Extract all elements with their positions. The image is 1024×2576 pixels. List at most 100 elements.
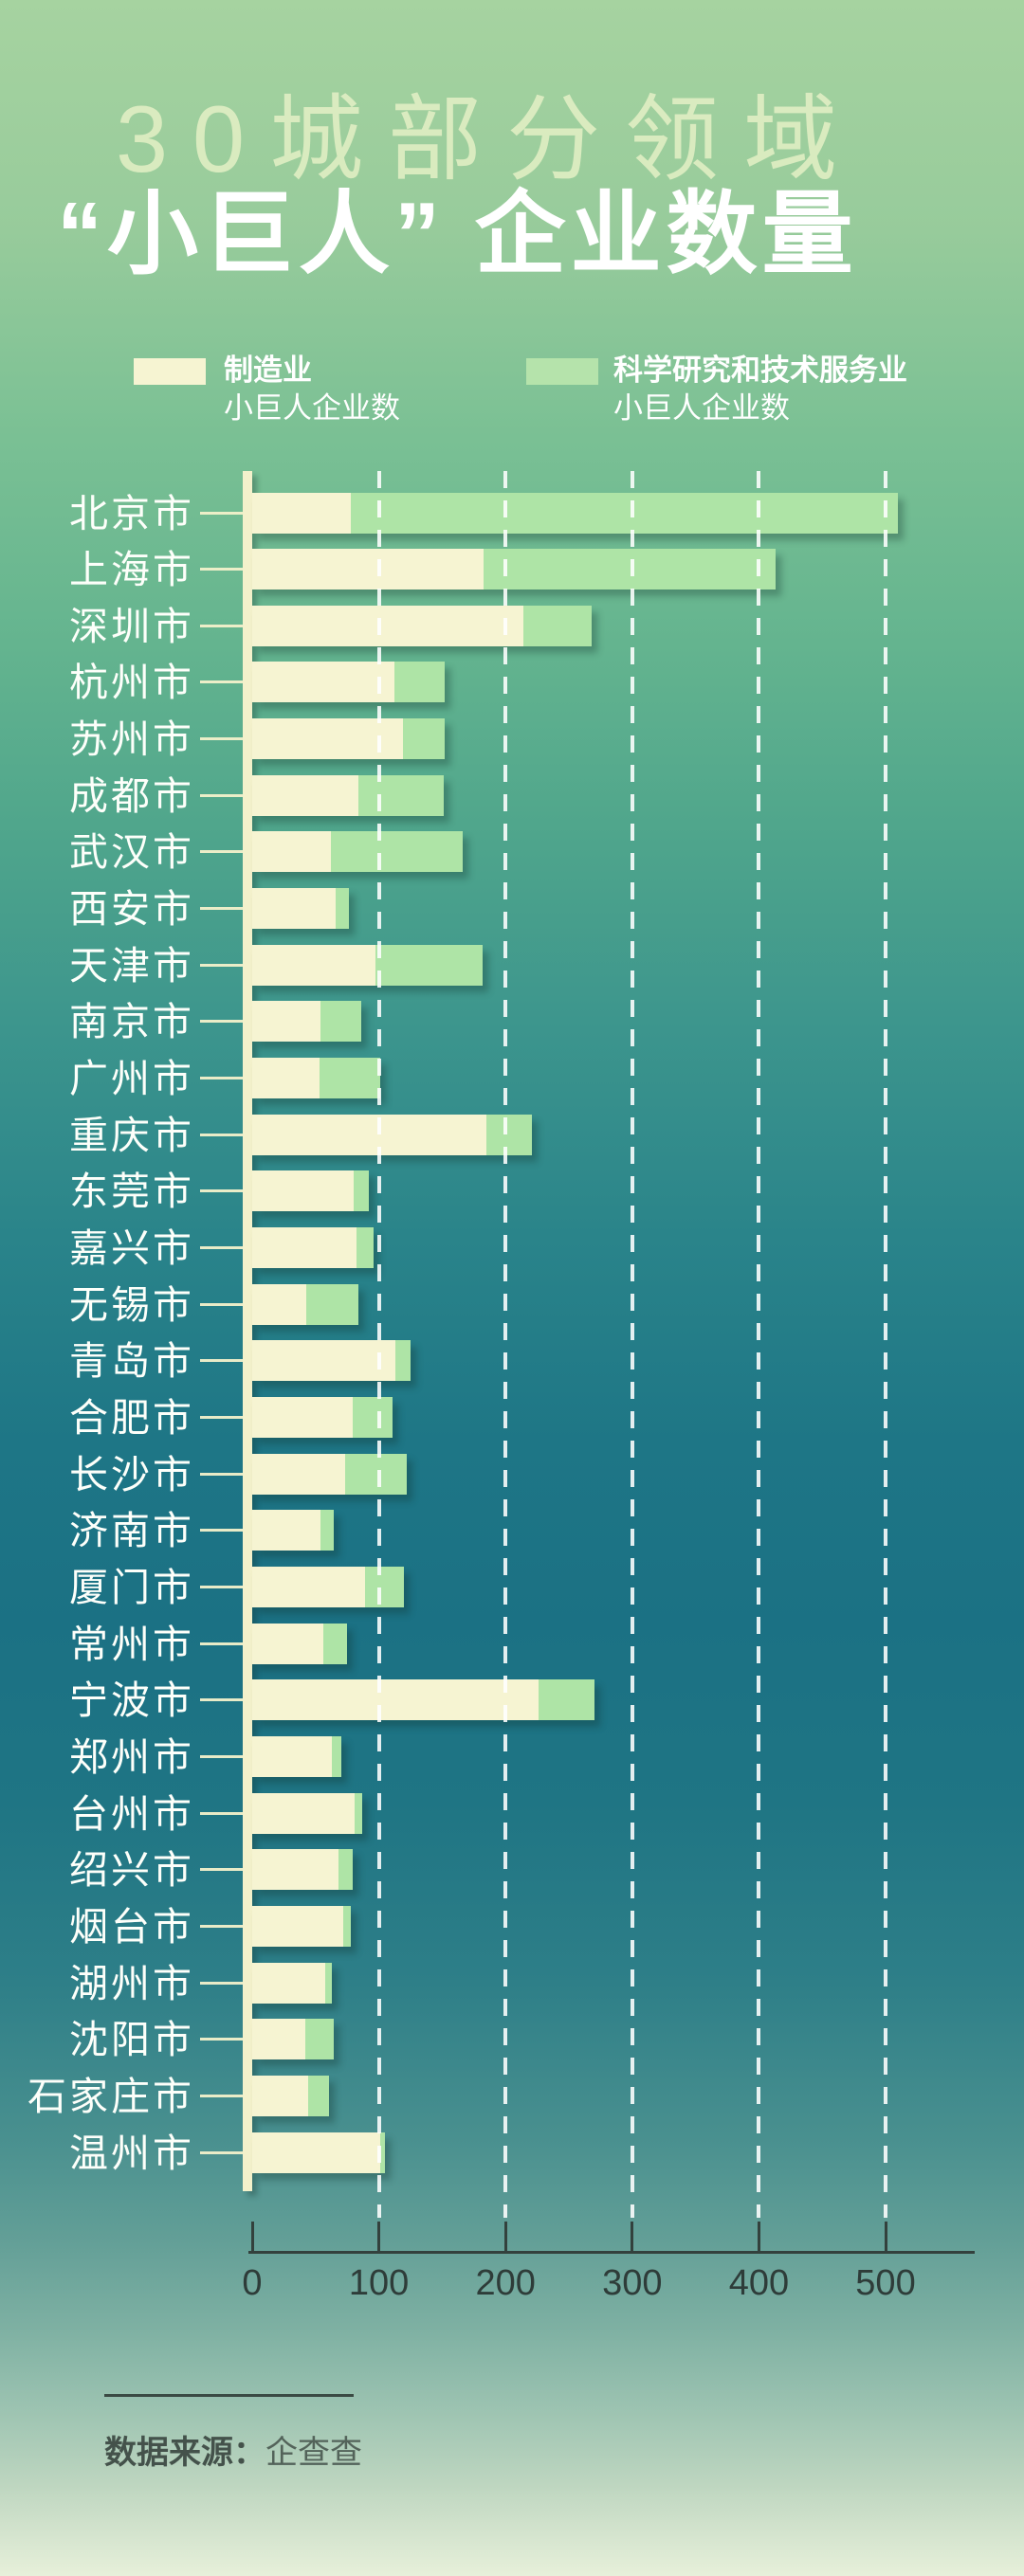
bar-segment-manufacturing [252, 1453, 345, 1495]
x-axis-tick [503, 2222, 507, 2252]
category-label: 石家庄市 [27, 2074, 194, 2118]
bar-segment-scitech [355, 1792, 363, 1834]
bar-segment-manufacturing [252, 1001, 321, 1043]
bar-segment-scitech [364, 1566, 405, 1607]
bar-segment-manufacturing [252, 1283, 307, 1325]
gridline [630, 471, 634, 2218]
category-label: 成都市 [69, 773, 194, 818]
gridline [757, 471, 761, 2218]
x-axis-label: 0 [242, 2263, 263, 2303]
bar-row [252, 1001, 361, 1043]
bar-segment-scitech [307, 2075, 330, 2116]
bar-segment-manufacturing [252, 1396, 353, 1438]
bar-row [252, 1170, 369, 1212]
bar-segment-scitech [330, 831, 463, 873]
poster-title-line2: “小巨人” 企业数量 [57, 184, 858, 285]
bar-segment-manufacturing [252, 1905, 344, 1947]
category-label: 南京市 [69, 1000, 194, 1044]
y-axis-tick [200, 737, 243, 741]
bar-row [252, 1453, 407, 1495]
bar-segment-scitech [320, 1510, 334, 1551]
y-axis-tick [200, 2150, 243, 2154]
category-label: 绍兴市 [69, 1848, 194, 1893]
bar-segment-scitech [379, 2132, 386, 2173]
category-label: 沈阳市 [69, 2018, 194, 2062]
bar-row [252, 492, 899, 534]
x-axis-tick [884, 2222, 887, 2252]
bar-segment-manufacturing [252, 2132, 380, 2173]
y-axis-tick [200, 568, 243, 571]
y-axis-tick [200, 1698, 243, 1702]
bar-segment-scitech [402, 718, 446, 760]
bar-row [252, 1735, 341, 1777]
y-axis-tick [200, 1246, 243, 1250]
category-label: 重庆市 [69, 1113, 194, 1157]
bar-row [252, 1849, 353, 1891]
bar-segment-manufacturing [252, 1340, 395, 1382]
bar-row [252, 831, 463, 873]
bar-segment-scitech [393, 662, 446, 703]
category-label: 烟台市 [69, 1904, 194, 1949]
source-label: 数据来源： [104, 2435, 265, 2471]
bar-segment-manufacturing [252, 1114, 487, 1155]
y-axis-tick [200, 1642, 243, 1645]
bar-row [252, 549, 776, 590]
bar-segment-scitech [358, 774, 444, 816]
y-axis-tick [200, 1472, 243, 1476]
x-axis-label: 300 [602, 2263, 663, 2303]
bar-segment-scitech [351, 492, 899, 534]
bar-segment-scitech [522, 605, 593, 646]
y-axis-tick [200, 511, 243, 515]
bar-segment-scitech [356, 1227, 375, 1269]
legend-label: 科学研究和技术服务业 [613, 354, 907, 387]
category-label: 郑州市 [69, 1734, 194, 1779]
category-label: 东莞市 [69, 1170, 194, 1214]
bar-segment-manufacturing [252, 1623, 323, 1664]
y-axis-line [243, 471, 252, 2191]
category-label: 嘉兴市 [69, 1226, 194, 1271]
bar-segment-scitech [306, 1283, 359, 1325]
bar-segment-scitech [538, 1679, 594, 1721]
y-axis-tick [200, 1302, 243, 1306]
bar-segment-manufacturing [252, 1679, 539, 1721]
bar-row [252, 1792, 363, 1834]
y-axis-tick [200, 2094, 243, 2097]
bar-segment-scitech [353, 1170, 369, 1212]
poster-title-line1: 30城部分领域 [116, 86, 863, 191]
category-label: 温州市 [69, 2131, 194, 2175]
bar-segment-scitech [305, 2019, 334, 2060]
x-axis-tick [377, 2222, 381, 2252]
category-label: 青岛市 [69, 1339, 194, 1384]
bar-row [252, 2132, 386, 2173]
bar-segment-manufacturing [252, 2075, 308, 2116]
gridline [376, 471, 381, 2218]
y-axis-tick [200, 624, 243, 627]
legend-sublabel: 小巨人企业数 [224, 391, 400, 425]
bar-segment-manufacturing [252, 888, 337, 930]
bar-segment-scitech [319, 1058, 380, 1099]
y-axis-tick [200, 963, 243, 967]
y-axis-tick [200, 1924, 243, 1928]
legend-sublabel: 小巨人企业数 [613, 391, 790, 425]
x-axis-label: 500 [855, 2263, 916, 2303]
category-label: 天津市 [69, 943, 194, 988]
bar-row [252, 1510, 334, 1551]
bar-segment-manufacturing [252, 1058, 320, 1099]
y-axis-tick [200, 2038, 243, 2041]
legend-item-scitech: 科学研究和技术服务业 小巨人企业数 [613, 352, 907, 427]
bar-segment-manufacturing [252, 549, 485, 590]
y-axis-tick [200, 1868, 243, 1872]
category-label: 杭州市 [69, 661, 194, 705]
bar-segment-manufacturing [252, 1227, 357, 1269]
y-axis-tick [200, 1359, 243, 1363]
category-label: 苏州市 [69, 717, 194, 762]
bar-segment-manufacturing [252, 1792, 356, 1834]
x-axis-tick [631, 2222, 634, 2252]
bar-row [252, 2019, 334, 2060]
bar-row [252, 1058, 380, 1099]
category-label: 湖州市 [69, 1961, 194, 2005]
category-label: 常州市 [69, 1622, 194, 1666]
x-axis-tick [757, 2222, 760, 2252]
bar-segment-manufacturing [252, 662, 394, 703]
